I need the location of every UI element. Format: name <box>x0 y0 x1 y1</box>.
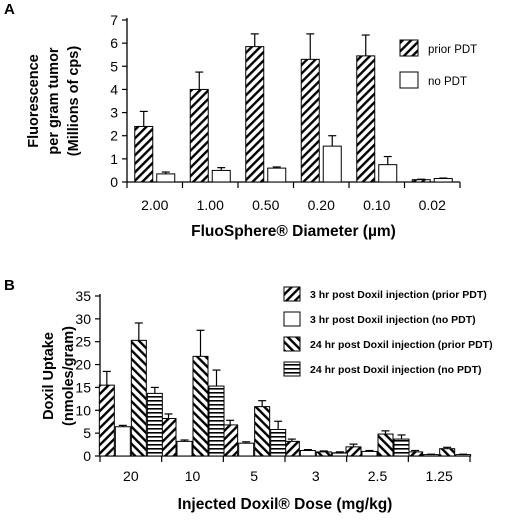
y-tick-label: 0 <box>110 174 118 190</box>
bar <box>160 418 177 457</box>
y-axis-label: Doxil Uptake <box>41 332 57 420</box>
legend-label: no PDT <box>428 76 467 88</box>
x-category-label: 0.10 <box>363 197 390 213</box>
legend-label: 3 hr post Doxil injection (prior PDT) <box>310 289 487 301</box>
bar <box>146 392 163 457</box>
y-tick-label: 1 <box>110 151 118 167</box>
bar <box>315 451 332 457</box>
bar <box>393 438 410 457</box>
x-category-label: 5 <box>250 468 258 484</box>
y-tick-label: 20 <box>75 357 91 373</box>
y-tick-label: 25 <box>75 334 91 350</box>
bar <box>299 450 316 457</box>
y-tick-label: 7 <box>110 12 118 28</box>
bar <box>270 428 287 457</box>
bar <box>439 448 456 457</box>
bar <box>377 433 394 457</box>
y-axis-label: (Millions of cps) <box>66 46 82 157</box>
bar <box>345 446 362 457</box>
legend-swatch <box>283 361 301 377</box>
legend-swatch <box>283 286 301 302</box>
bar <box>189 88 209 183</box>
y-tick-label: 30 <box>75 311 91 327</box>
panel-b-chart: 0 5 10 15 20 25 30 35 20 10 5 3 2.5 1.25 Doxil Uptake(… <box>41 286 493 513</box>
bar <box>130 339 147 457</box>
bar <box>176 440 193 457</box>
y-tick-label: 3 <box>110 105 118 121</box>
legend-label: 3 hr post Doxil injection (no PDT) <box>310 314 476 326</box>
y-tick-label: 0 <box>83 448 91 464</box>
bar <box>238 442 255 457</box>
x-axis-label: FluoSphere® Diameter (µm) <box>191 223 396 240</box>
bar <box>322 145 342 183</box>
bar <box>192 355 209 457</box>
legend-swatch <box>399 39 419 57</box>
bar <box>98 384 115 457</box>
x-category-label: 20 <box>123 468 139 484</box>
x-category-label: 3 <box>312 468 320 484</box>
x-category-label: 0.02 <box>419 197 446 213</box>
panel-a-label: A <box>4 1 15 18</box>
x-category-label: 0.50 <box>252 197 279 213</box>
legend-swatch <box>399 71 419 89</box>
bar <box>156 173 176 183</box>
y-tick-label: 5 <box>110 58 118 74</box>
bar <box>356 55 376 183</box>
bar <box>114 426 131 457</box>
x-category-label: 2.5 <box>368 468 388 484</box>
bar <box>300 58 320 183</box>
legend-swatch <box>283 336 301 352</box>
y-axis-label: (nmoles/gram) <box>61 326 77 426</box>
y-tick-label: 10 <box>75 402 91 418</box>
bar <box>433 178 453 183</box>
bar <box>222 424 239 457</box>
bar <box>267 167 287 183</box>
bar <box>254 406 271 457</box>
y-axis-label: Fluorescence <box>26 54 42 148</box>
bar <box>407 451 424 457</box>
legend-label: 24 hr post Doxil injection (prior PDT) <box>310 339 493 351</box>
bar <box>208 385 225 457</box>
legend-swatch <box>283 311 301 327</box>
y-axis-label: per gram tumor <box>46 47 62 155</box>
x-category-label: 10 <box>185 468 201 484</box>
bar <box>211 169 231 183</box>
bar <box>361 450 378 457</box>
bar <box>411 179 431 183</box>
y-tick-label: 6 <box>110 35 118 51</box>
y-tick-label: 2 <box>110 128 118 144</box>
x-axis-label: Injected Doxil® Dose (mg/kg) <box>178 496 393 513</box>
y-tick-label: 15 <box>75 379 91 395</box>
legend-label: prior PDT <box>428 44 477 56</box>
bar <box>455 454 472 457</box>
x-category-label: 0.20 <box>308 197 335 213</box>
x-category-label: 1.00 <box>197 197 224 213</box>
bar <box>245 46 265 183</box>
panel-b-label: B <box>4 277 15 294</box>
bar <box>331 452 348 457</box>
y-tick-label: 4 <box>110 81 118 97</box>
y-tick-label: 5 <box>83 425 91 441</box>
x-category-label: 2.00 <box>141 197 168 213</box>
panel-a-chart: 0 1 2 3 4 5 6 7 2.00 1.00 0.50 0.20 0.10 0.02 Fluoresc… <box>26 12 477 240</box>
legend-label: 24 hr post Doxil injection (no PDT) <box>310 364 482 376</box>
bar <box>423 454 440 457</box>
bar <box>134 125 154 183</box>
x-category-label: 1.25 <box>426 468 453 484</box>
y-tick-label: 35 <box>75 288 91 304</box>
bar <box>283 440 300 457</box>
bar <box>378 164 398 183</box>
